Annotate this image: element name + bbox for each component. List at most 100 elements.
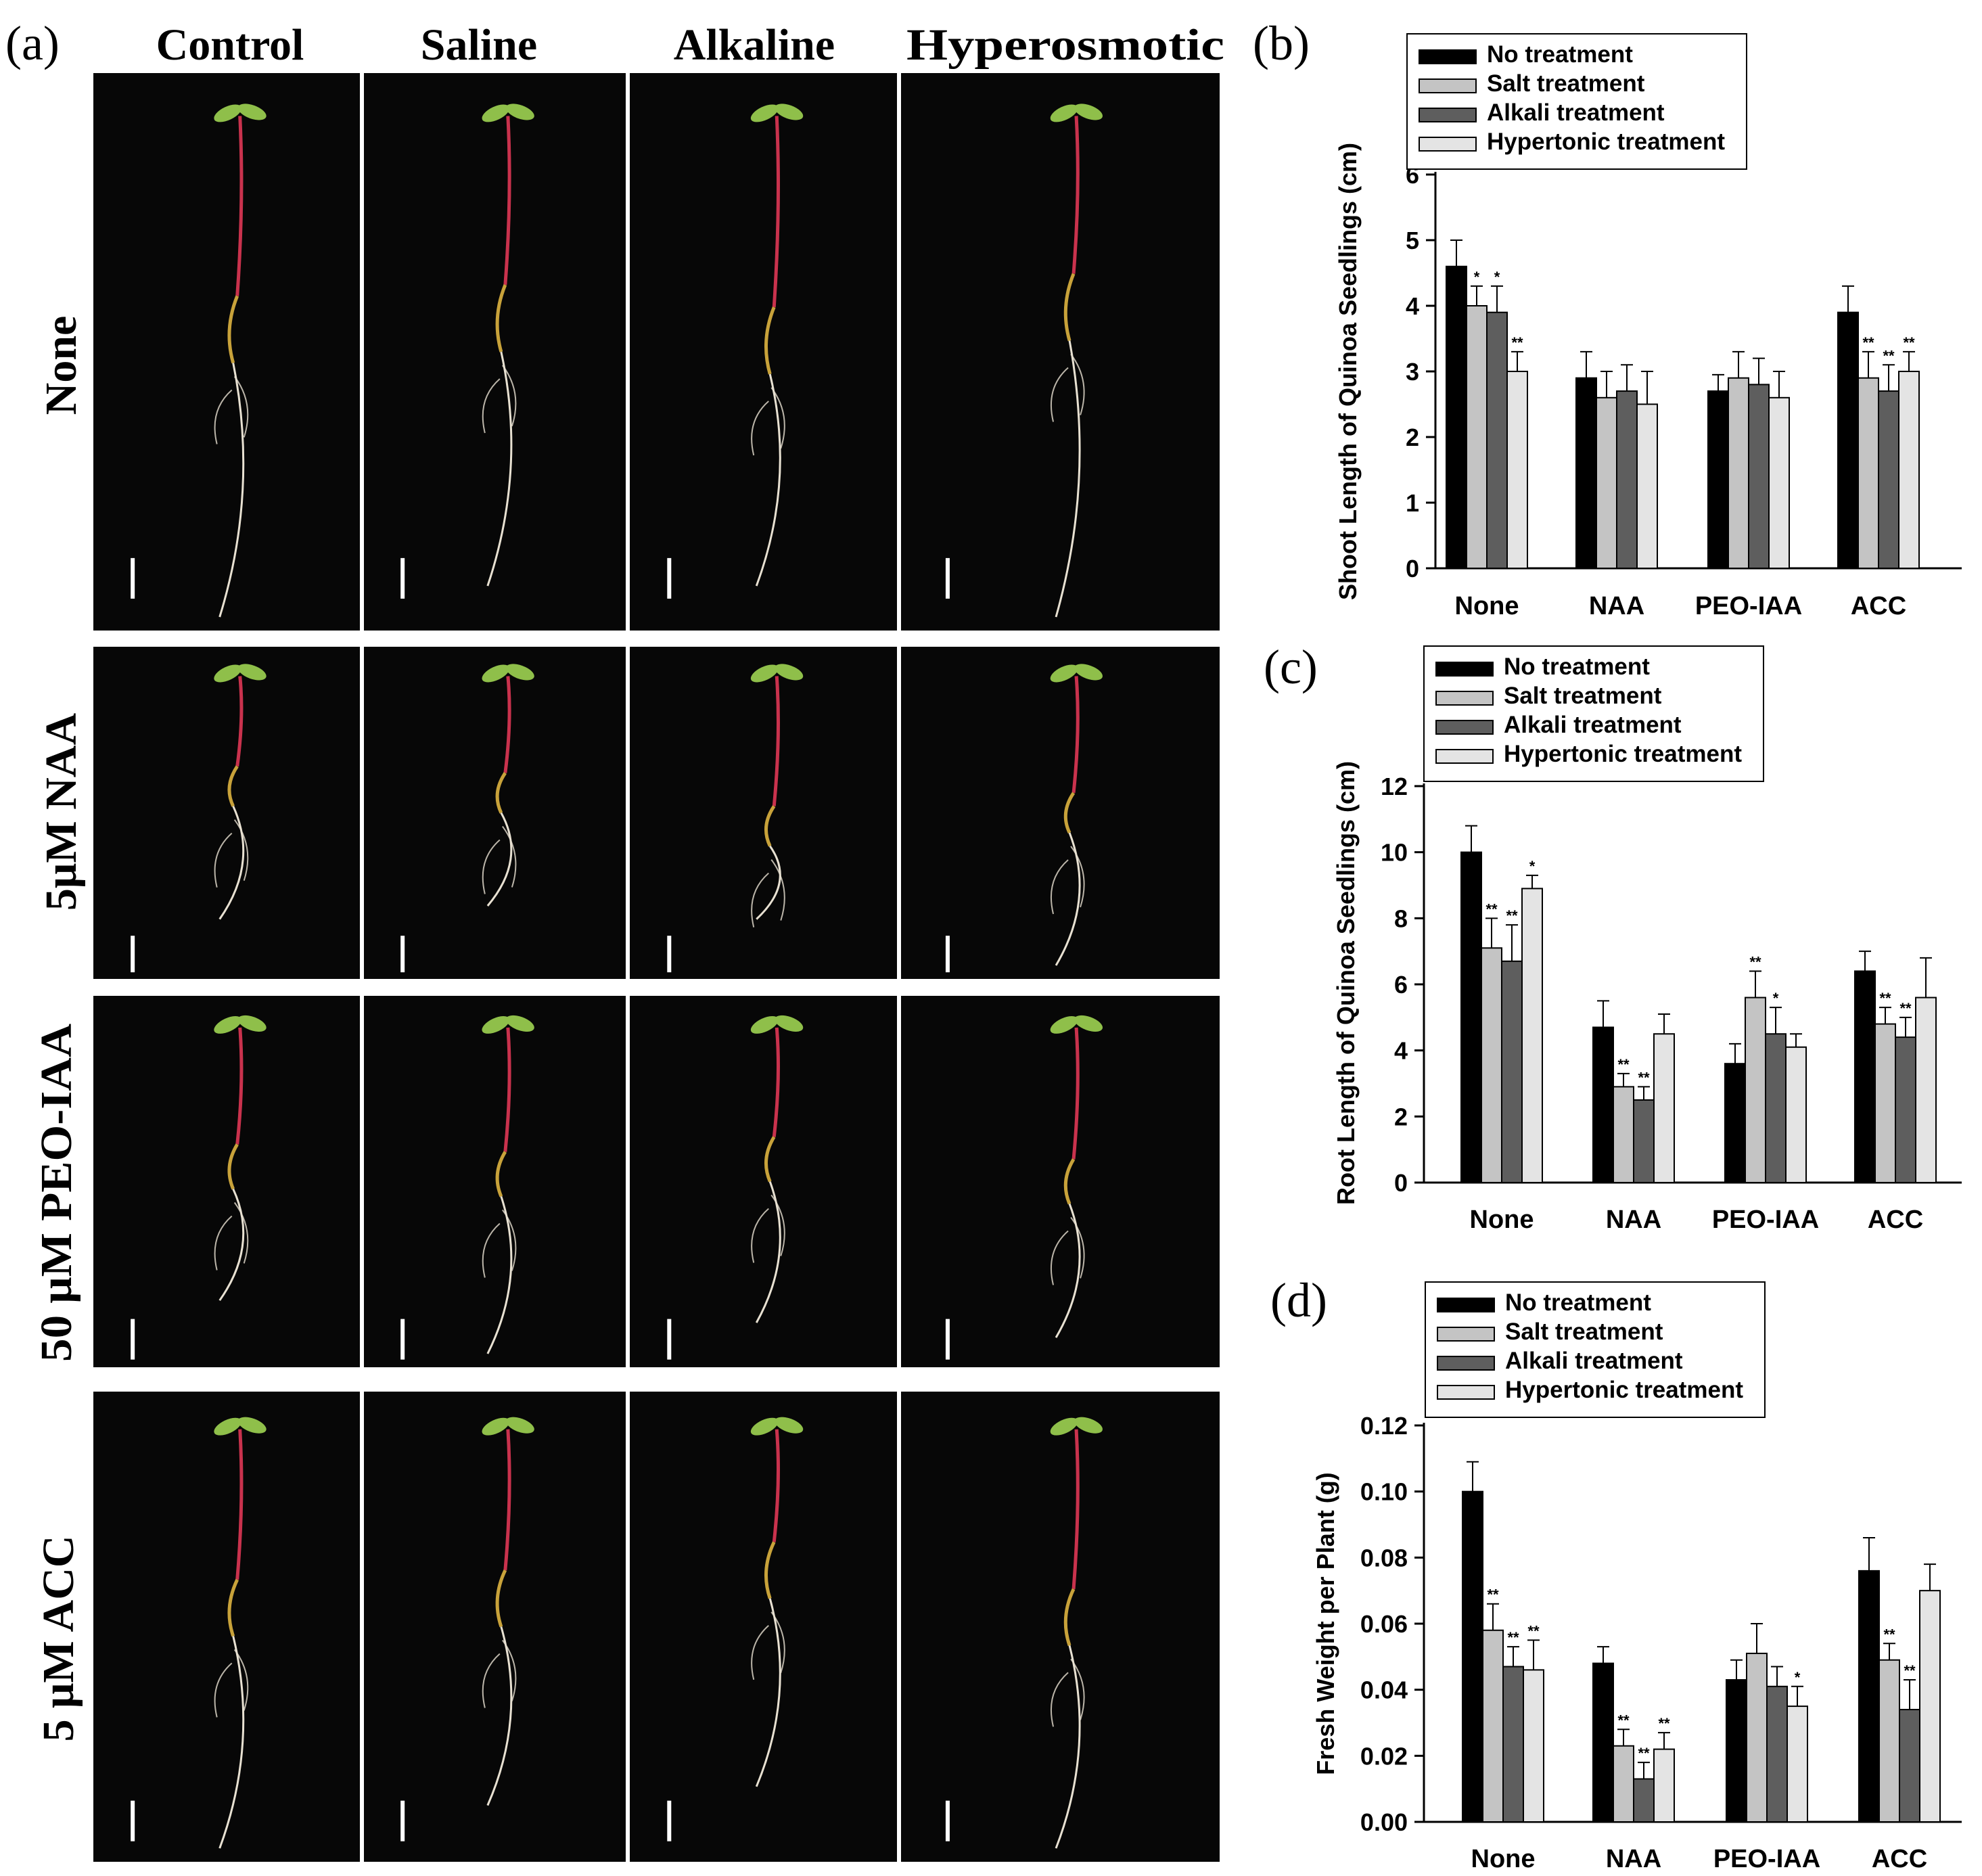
- x-tick-label: ACC: [1868, 1206, 1923, 1234]
- photo-background: [93, 73, 360, 631]
- bar: [1636, 403, 1658, 569]
- significance-marker: **: [1883, 1626, 1895, 1643]
- x-tick-label: None: [1455, 592, 1519, 620]
- column-header-alkaline: Alkaline: [674, 20, 835, 70]
- seedling-leaf: [775, 1417, 804, 1434]
- bar: [1858, 377, 1879, 569]
- bar: [1874, 1023, 1896, 1183]
- legend-entry: Salt treatment: [1505, 1319, 1663, 1345]
- scale-bar: [400, 1319, 405, 1360]
- y-tick-label: 2: [1394, 1103, 1408, 1130]
- y-tick-label: 0: [1394, 1169, 1408, 1197]
- legend-entry: Alkali treatment: [1505, 1348, 1683, 1374]
- photo-acc-control: [93, 1392, 360, 1862]
- photo-none-control: [93, 73, 360, 631]
- column-header-saline: Saline: [421, 20, 537, 70]
- legend-swatch: [1435, 720, 1494, 735]
- scale-bar: [400, 1800, 405, 1841]
- scale-bar: [667, 1319, 672, 1360]
- significance-marker: **: [1658, 1715, 1670, 1732]
- bar: [1462, 1490, 1483, 1823]
- y-tick-label: 4: [1406, 292, 1419, 320]
- bar: [1592, 1026, 1614, 1183]
- row-label-naa: 5μM NAA: [37, 713, 86, 911]
- seedling-lateral-roots: [751, 1611, 785, 1680]
- y-tick-label: 2: [1406, 424, 1419, 451]
- bar: [1466, 305, 1488, 569]
- photo-naa-control: [93, 647, 360, 979]
- legend-entry: No treatment: [1504, 654, 1650, 680]
- seedling-hypocotyl: [227, 765, 239, 807]
- scale-bar: [131, 557, 135, 599]
- y-tick-label: 5: [1406, 227, 1419, 254]
- x-tick-label: None: [1471, 1845, 1536, 1873]
- seedling-leaf: [750, 1417, 779, 1436]
- scale-bar: [667, 936, 672, 973]
- legend-swatch: [1437, 1385, 1495, 1400]
- significance-marker: **: [1507, 1629, 1519, 1646]
- y-tick-label: 10: [1381, 839, 1408, 867]
- seedling-leaf: [482, 664, 510, 683]
- y-tick-label: 0.08: [1360, 1544, 1408, 1572]
- photo-naa-saline: [364, 647, 626, 979]
- photo-background: [364, 996, 626, 1367]
- scale-bar: [400, 936, 405, 973]
- seedling-leaf: [237, 664, 267, 681]
- bar: [1878, 390, 1899, 569]
- bar: [1521, 888, 1543, 1183]
- bar: [1748, 384, 1770, 570]
- photo-background: [901, 647, 1220, 979]
- seedling-lateral-roots: [1050, 353, 1085, 422]
- seedling-lateral-roots: [482, 825, 517, 894]
- seedling-leaf: [1074, 1417, 1103, 1434]
- significance-marker: **: [1511, 334, 1523, 351]
- seedling-leaf: [237, 104, 267, 120]
- significance-marker: **: [1638, 1069, 1650, 1086]
- seedling-leaf: [750, 664, 779, 683]
- seedling-root: [755, 373, 781, 587]
- x-tick-label: NAA: [1589, 592, 1644, 620]
- y-axis-label: Shoot Length of Quinoa Seedlings (cm): [1334, 143, 1362, 600]
- seedling-stem: [1071, 676, 1080, 794]
- seedling-lateral-roots: [751, 387, 785, 456]
- legend-swatch: [1419, 49, 1477, 64]
- seedling-leaf: [1074, 664, 1103, 681]
- bar: [1745, 997, 1766, 1183]
- legend-swatch: [1435, 691, 1494, 706]
- significance-marker: **: [1485, 900, 1498, 917]
- seedling-leaf: [237, 1417, 267, 1434]
- seedling-root: [1055, 1645, 1081, 1849]
- bar: [1460, 851, 1482, 1183]
- y-tick-label: 0.04: [1360, 1676, 1408, 1704]
- photo-background: [364, 1392, 626, 1862]
- seedling-lateral-roots: [214, 375, 249, 444]
- seedling-leaf: [505, 104, 534, 120]
- bar: [1728, 377, 1749, 569]
- bar: [1919, 1590, 1941, 1823]
- seedling-root: [486, 351, 513, 587]
- seedling-stem: [235, 676, 244, 767]
- seedling-leaf: [505, 1417, 534, 1434]
- legend-entry: Hypertonic treatment: [1504, 741, 1742, 767]
- seedling-lateral-roots: [1050, 1658, 1085, 1727]
- seedling-leaf: [1074, 104, 1103, 120]
- seedling-lateral-roots: [214, 1649, 249, 1718]
- seedling-root: [218, 806, 245, 920]
- seedling-stem: [235, 116, 244, 296]
- significance-marker: **: [1862, 334, 1874, 351]
- bar: [1653, 1748, 1675, 1823]
- significance-marker: **: [1617, 1056, 1630, 1073]
- seedling-leaf: [1050, 104, 1078, 122]
- seedling-leaf: [214, 1015, 242, 1034]
- bar: [1446, 265, 1467, 569]
- seedling-lateral-roots: [751, 1194, 785, 1263]
- seedling-hypocotyl: [495, 284, 507, 352]
- bar: [1898, 371, 1920, 569]
- panel-c-root-length-chart: (c) 0 2 4 6 8 10 12 Root Length of Quinoa Seedli…: [1264, 640, 1962, 1234]
- scale-bar: [667, 1800, 672, 1841]
- photo-background: [901, 996, 1220, 1367]
- seedling-hypocotyl: [227, 1578, 239, 1637]
- seedling-stem: [1071, 1027, 1080, 1160]
